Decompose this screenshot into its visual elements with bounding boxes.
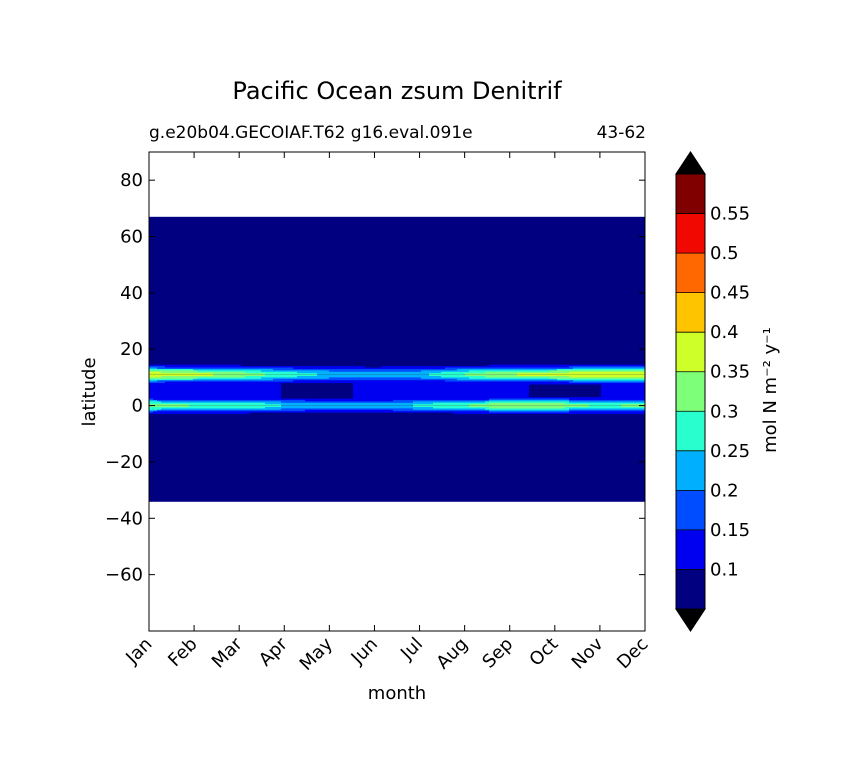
x-tick-label: May	[296, 633, 337, 674]
colorbar-segment	[676, 569, 705, 610]
colorbar-tick-label: 0.35	[710, 362, 750, 383]
colorbar-segment	[676, 292, 705, 333]
colorbar-segment	[676, 213, 705, 254]
colorbar-segment	[676, 450, 705, 491]
colorbar-segment	[676, 490, 705, 531]
colorbar-segment	[676, 253, 705, 293]
x-tick-label: Nov	[568, 633, 608, 673]
y-tick-label: 20	[120, 339, 143, 360]
colorbar-tick-label: 0.5	[710, 243, 739, 264]
colorbar-tick-label: 0.4	[710, 322, 739, 343]
colorbar-outline	[675, 151, 706, 632]
colorbar-segment	[676, 529, 705, 570]
colorbar-tick-label: 0.2	[710, 480, 739, 501]
y-tick-label: 0	[132, 396, 143, 417]
colorbar-tick-label: 0.1	[710, 559, 739, 580]
x-tick-label: Aug	[432, 634, 472, 674]
x-tick-label: Apr	[255, 633, 292, 670]
heatmap-field	[149, 216, 646, 502]
colorbar-segment	[676, 371, 705, 412]
x-tick-label: Mar	[208, 633, 247, 672]
y-tick-label: −60	[105, 565, 143, 586]
y-axis-label: latitude	[79, 357, 100, 426]
plot-area	[148, 151, 646, 632]
x-tick-label: Jul	[396, 634, 427, 665]
x-tick-label: Jun	[347, 634, 382, 669]
colorbar-tick-label: 0.25	[710, 441, 750, 462]
chart-title: Pacific Ocean zsum Denitrif	[232, 77, 562, 105]
colorbar-tick-label: 0.45	[710, 283, 750, 304]
y-tick-label: 40	[120, 283, 143, 304]
plot-frame	[148, 151, 646, 632]
x-tick-label: Feb	[164, 634, 201, 671]
x-tick-label: Sep	[478, 634, 517, 673]
chart-subtitle-right: 43-62	[597, 123, 646, 143]
x-tick-label: Oct	[525, 634, 562, 671]
colorbar-extend-min	[675, 608, 706, 632]
y-tick-label: −40	[105, 508, 143, 529]
colorbar: 0.1 0.15 0.2 0.25 0.3 0.35 0.4 0.45 0.5 0.55	[675, 151, 750, 632]
chart-subtitle-left: g.e20b04.GECOIAF.T62 g16.eval.091e	[149, 123, 473, 143]
y-axis: 80 60 40 20 0 −20 −40 −60	[105, 170, 645, 586]
x-tick-label: Dec	[613, 634, 652, 673]
colorbar-segment	[676, 411, 705, 452]
x-axis-label: month	[368, 683, 426, 704]
colorbar-segment	[676, 332, 705, 373]
colorbar-tick-label: 0.55	[710, 204, 750, 225]
x-tick-label: Jan	[121, 634, 156, 669]
y-tick-label: 60	[120, 227, 143, 248]
y-tick-label: −20	[105, 452, 143, 473]
colorbar-tick-label: 0.3	[710, 401, 739, 422]
colorbar-segment	[676, 174, 705, 214]
colorbar-extend-max	[675, 151, 706, 175]
colorbar-label: mol N m⁻² y⁻¹	[760, 327, 781, 453]
colorbar-tick-label: 0.15	[710, 520, 750, 541]
y-tick-label: 80	[120, 170, 143, 191]
